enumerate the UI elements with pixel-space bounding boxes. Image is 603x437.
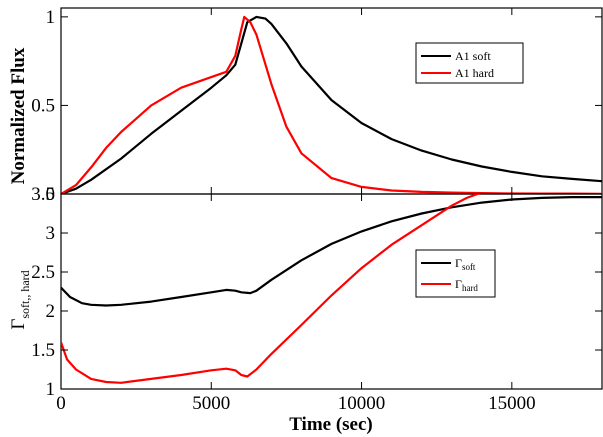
gamma-y-tick-label-1: 1 — [46, 379, 56, 400]
gamma-y-tick-label-3-5: 3.5 — [31, 184, 55, 205]
flux-y-tick-label-0-5: 0.5 — [31, 95, 55, 116]
flux-y-ticks: 00.51 — [31, 7, 602, 205]
x-tick-label-10000: 10000 — [338, 393, 386, 414]
x-tick-label-0: 0 — [56, 393, 66, 414]
gamma-y-axis-symbol: Γ — [8, 319, 29, 330]
gamma-y-axis-title: Γsoft,, hard — [8, 270, 32, 329]
flux-y-tick-label-1: 1 — [46, 7, 56, 28]
x-tick-label-15000: 15000 — [488, 393, 536, 414]
x-axis-title: Time (sec) — [289, 414, 373, 435]
legend-label-a1-hard: A1 hard — [455, 66, 494, 80]
flux-legend-box — [415, 42, 524, 84]
gamma-panel: 11.522.533.5 0 5000 10000 15000 Time (sec) … — [8, 184, 603, 435]
gamma-y-ticks: 1 1.5 2 2.5 3 3.5 — [31, 184, 602, 400]
x-tick-label-5000: 5000 — [192, 393, 230, 414]
gamma-y-tick-label-1-5: 1.5 — [31, 340, 55, 361]
svg-text:Γsoft,, hard: Γsoft,, hard — [8, 270, 32, 329]
flux-line-a1-soft — [61, 15, 602, 194]
gamma-y-tick-label-3: 3 — [46, 223, 56, 244]
flux-y-axis-title: Normalized Flux — [8, 47, 29, 184]
gamma-y-axis-subscript: soft,, hard — [18, 270, 32, 318]
gamma-y-tick-label-2-5: 2.5 — [31, 262, 55, 283]
gamma-line-soft — [61, 196, 602, 307]
flux-line-a1-hard — [61, 15, 602, 194]
legend-label-a1-soft: A1 soft — [455, 49, 491, 63]
gamma-legend: Γsoft Γhard — [415, 249, 496, 298]
gamma-legend-box — [415, 249, 496, 298]
flux-panel: 00.51 Normalized Flux A1 soft A1 hard — [8, 7, 603, 205]
gamma-series-lines — [61, 194, 602, 384]
legend-label-gamma-soft: Γsoft — [455, 256, 476, 272]
gamma-y-tick-label-2: 2 — [46, 301, 56, 322]
gamma-x-ticks: 0 5000 10000 15000 — [56, 194, 536, 414]
legend-label-gamma-hard: Γhard — [455, 277, 478, 293]
flux-series-lines — [60, 8, 602, 194]
gamma-plot-frame — [60, 193, 603, 390]
flux-legend: A1 soft A1 hard — [415, 42, 524, 84]
gamma-line-hard — [61, 194, 481, 384]
flux-y-tick-label-0: 0 — [46, 184, 56, 205]
